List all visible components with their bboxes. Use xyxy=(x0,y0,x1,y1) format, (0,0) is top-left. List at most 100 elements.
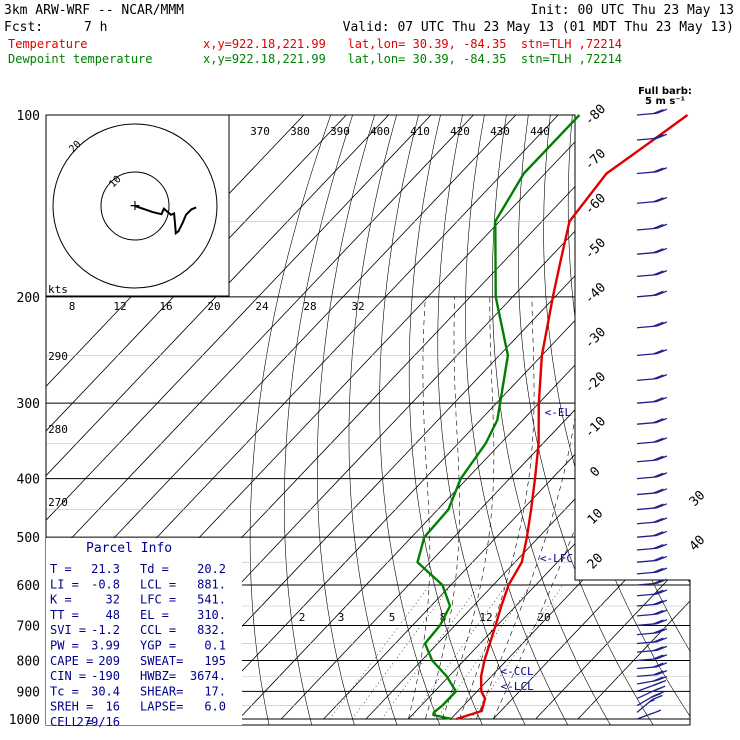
parcel-info-cell: 21.3 xyxy=(91,562,120,576)
hodograph-units: kts xyxy=(48,283,68,296)
parcel-info-cell: 3.99 xyxy=(91,639,120,653)
wind-barb-flag xyxy=(656,108,668,114)
wind-barb xyxy=(636,654,668,662)
isotherm-line xyxy=(280,115,690,720)
wind-barb xyxy=(636,196,668,204)
wind-barb-flag xyxy=(656,609,668,615)
moist-adiabat xyxy=(459,296,535,720)
dry-adiabat xyxy=(465,115,572,725)
parcel-info-cell: LCL = xyxy=(140,577,176,591)
full-barb-units: 5 m s⁻¹ xyxy=(645,96,685,107)
wind-barb-half-flag xyxy=(649,699,655,703)
wind-barb-flag xyxy=(652,694,663,701)
wind-barb-flag xyxy=(656,290,668,296)
model-title: 3km ARW-WRF -- NCAR/MMM xyxy=(4,3,184,18)
parcel-info-title: Parcel Info xyxy=(86,541,172,556)
wind-barb xyxy=(636,396,668,404)
wind-barb xyxy=(636,690,665,707)
parcel-info-cell: K = xyxy=(50,593,72,607)
isotherm-label: 10 xyxy=(585,506,607,528)
dry-adiabat xyxy=(437,115,529,725)
dry-adiabat xyxy=(615,115,690,725)
wind-barb xyxy=(636,167,668,175)
temperature-legend-name: Temperature xyxy=(8,37,87,51)
wind-barb-flag xyxy=(656,645,668,651)
dry-adiabat xyxy=(726,115,740,732)
parcel-info-cell: SWEAT= xyxy=(140,654,183,668)
wind-barb-flag xyxy=(652,676,664,682)
parcel-info-cell: EL = xyxy=(140,608,169,622)
isotherm-label: 0 xyxy=(587,464,603,480)
dry-adiabat xyxy=(659,115,690,725)
dry-adiabat xyxy=(379,115,443,725)
forecast-label: Fcst: xyxy=(4,20,43,35)
mixing-ratio-label: 3 xyxy=(338,611,345,624)
wind-barb-flag xyxy=(656,503,668,509)
annotation-el: <-EL xyxy=(545,406,572,419)
wind-speed-label: 12 xyxy=(113,300,126,313)
mixing-ratio-line xyxy=(351,584,452,720)
parcel-info-cell: LFC = xyxy=(140,593,176,607)
theta-label: 370 xyxy=(250,125,270,138)
mixing-ratio-label: 5 xyxy=(389,611,396,624)
wind-barb-flag xyxy=(656,455,668,461)
wind-barb-flag xyxy=(656,675,667,682)
wind-barb-flag xyxy=(653,517,664,523)
hodograph-ring-inner xyxy=(100,171,170,241)
wind-barb-staff xyxy=(636,711,657,720)
wind-barb-flag xyxy=(656,321,668,327)
wind-barb xyxy=(636,609,668,617)
wind-barb xyxy=(636,645,668,653)
isotherm-line xyxy=(535,115,690,720)
parcel-info-cell: LI = xyxy=(50,577,79,591)
annotation-lcl: <-LCL xyxy=(501,680,534,693)
dry-adiabat xyxy=(704,115,740,732)
wind-barb-flag xyxy=(656,637,668,643)
isotherm-label: -70 xyxy=(582,146,609,173)
pressure-label: 400 xyxy=(17,473,40,488)
theta-label: 440 xyxy=(530,125,550,138)
parcel-info-cell: TT = xyxy=(50,608,79,622)
wind-barb-flag xyxy=(653,628,664,634)
wind-barb-flag xyxy=(653,556,664,562)
wind-barb xyxy=(636,567,668,575)
wind-barb xyxy=(636,108,668,116)
wind-barb-flag xyxy=(653,248,664,254)
parcel-info-cell: SREH = xyxy=(50,700,93,714)
pressure-label: 1000 xyxy=(9,713,40,728)
annotation-ccl: <-CCL xyxy=(500,665,533,678)
theta-label: 400 xyxy=(370,125,390,138)
wind-barb-flag xyxy=(653,609,664,616)
annotation-lfc: <-LFC xyxy=(540,552,573,565)
wind-barb-flag xyxy=(653,637,664,643)
wind-barb-flag xyxy=(650,692,662,698)
wind-barb-flag xyxy=(653,589,664,595)
wind-barb xyxy=(636,417,668,425)
sounding-traces xyxy=(416,114,689,721)
wind-barb-flag xyxy=(653,646,664,652)
wind-barb-flag xyxy=(656,654,668,660)
wind-barb xyxy=(636,270,668,278)
dry-adiabat xyxy=(591,115,690,725)
parcel-info-panel: Parcel Info T = 21.3 Td = 20.2 LI = -0.8 LCL =… xyxy=(46,538,242,729)
wind-barb xyxy=(636,555,668,563)
wind-barb xyxy=(636,589,668,597)
parcel-info-cell: HWBZ= xyxy=(140,669,176,683)
parcel-info-cell: LAPSE= xyxy=(140,700,183,714)
pressure-label: 200 xyxy=(17,291,40,306)
wind-barb-flag xyxy=(653,133,664,140)
isotherm-line xyxy=(492,115,690,720)
wind-barb-flag xyxy=(653,654,664,660)
parcel-info-cell: -190 xyxy=(91,669,120,683)
parcel-info-cell: 16 xyxy=(106,700,120,714)
wind-speed-label: 8 xyxy=(69,300,76,313)
wind-barb-flag xyxy=(653,321,664,327)
wind-barb-flag xyxy=(656,670,668,676)
forecast-hours: 7 h xyxy=(84,20,107,35)
isotherm-label: 30 xyxy=(687,488,709,510)
isotherm-line xyxy=(238,115,690,720)
wind-barb xyxy=(636,685,666,700)
wind-barb-flag xyxy=(656,517,668,523)
wind-barb xyxy=(636,374,668,382)
